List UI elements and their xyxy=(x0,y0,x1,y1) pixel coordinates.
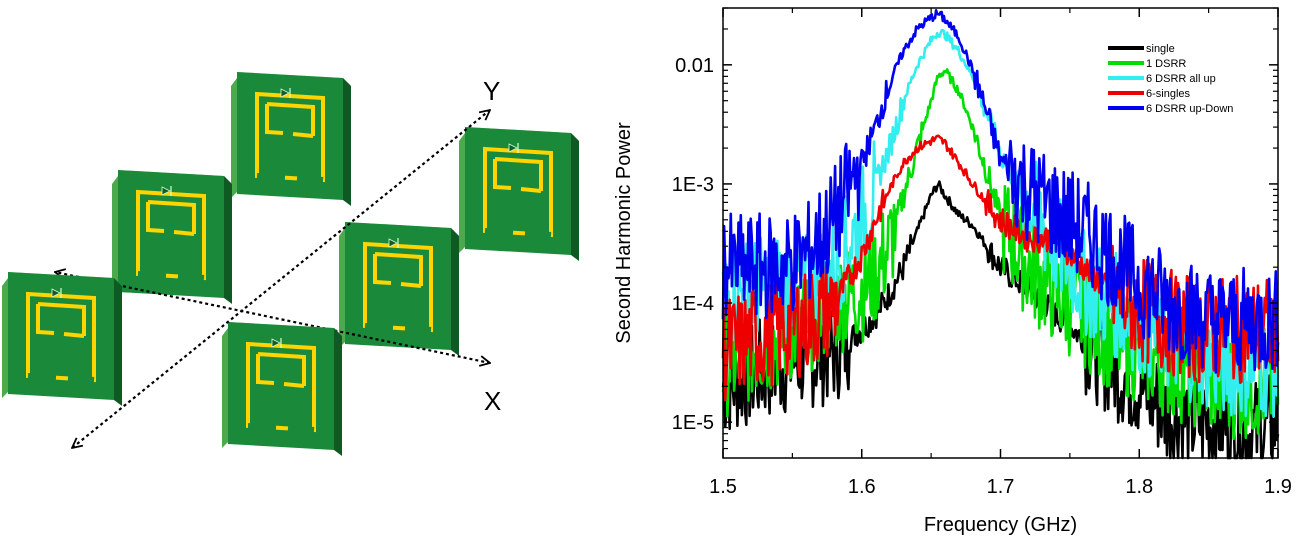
dsrr-board xyxy=(231,72,351,206)
x-tick-label: 1.5 xyxy=(709,476,737,498)
y-tick-label: 1E-3 xyxy=(672,174,714,196)
legend-label: single xyxy=(1146,43,1175,55)
y-tick-label: 1E-4 xyxy=(672,293,714,315)
x-tick-label: 1.7 xyxy=(987,476,1015,498)
dsrr-board xyxy=(2,272,122,406)
x-axis-ticks: 1.5 1.6 1.7 1.8 1.9 xyxy=(709,8,1292,498)
series-line xyxy=(721,9,1280,374)
legend-label: 1 DSRR xyxy=(1146,58,1186,70)
series-lines xyxy=(721,9,1280,460)
x-tick-label: 1.6 xyxy=(848,476,876,498)
dsrr-board xyxy=(459,127,579,261)
legend-label: 6-singles xyxy=(1146,88,1191,100)
x-axis-label: X xyxy=(484,386,501,416)
y-axis-ticks: 1E-5 1E-4 1E-3 0.01 xyxy=(672,7,1278,450)
dsrr-board xyxy=(112,170,232,304)
x-tick-label: 1.8 xyxy=(1125,476,1153,498)
y-tick-label: 1E-5 xyxy=(672,412,714,434)
x-tick-label: 1.9 xyxy=(1264,476,1292,498)
legend-label: 6 DSRR up-Down xyxy=(1146,103,1233,115)
dsrr-board xyxy=(339,222,459,356)
legend: single 1 DSRR 6 DSRR all up 6-singles 6 DSRR… xyxy=(1108,43,1233,115)
y-tick-label: 0.01 xyxy=(675,55,714,77)
legend-label: 6 DSRR all up xyxy=(1146,73,1216,85)
x-axis-title: Frequency (GHz) xyxy=(924,514,1077,536)
dsrr-array-illustration: Y X xyxy=(0,0,600,544)
series-line xyxy=(721,180,1280,460)
y-axis-title: Second Harmonic Power xyxy=(613,122,635,344)
y-axis-label: Y xyxy=(483,76,500,106)
harmonic-power-chart: 1.5 1.6 1.7 1.8 1.9 1E-5 1E-4 1E-3 0.01 Frequen… xyxy=(613,7,1292,536)
dsrr-board xyxy=(222,322,342,456)
